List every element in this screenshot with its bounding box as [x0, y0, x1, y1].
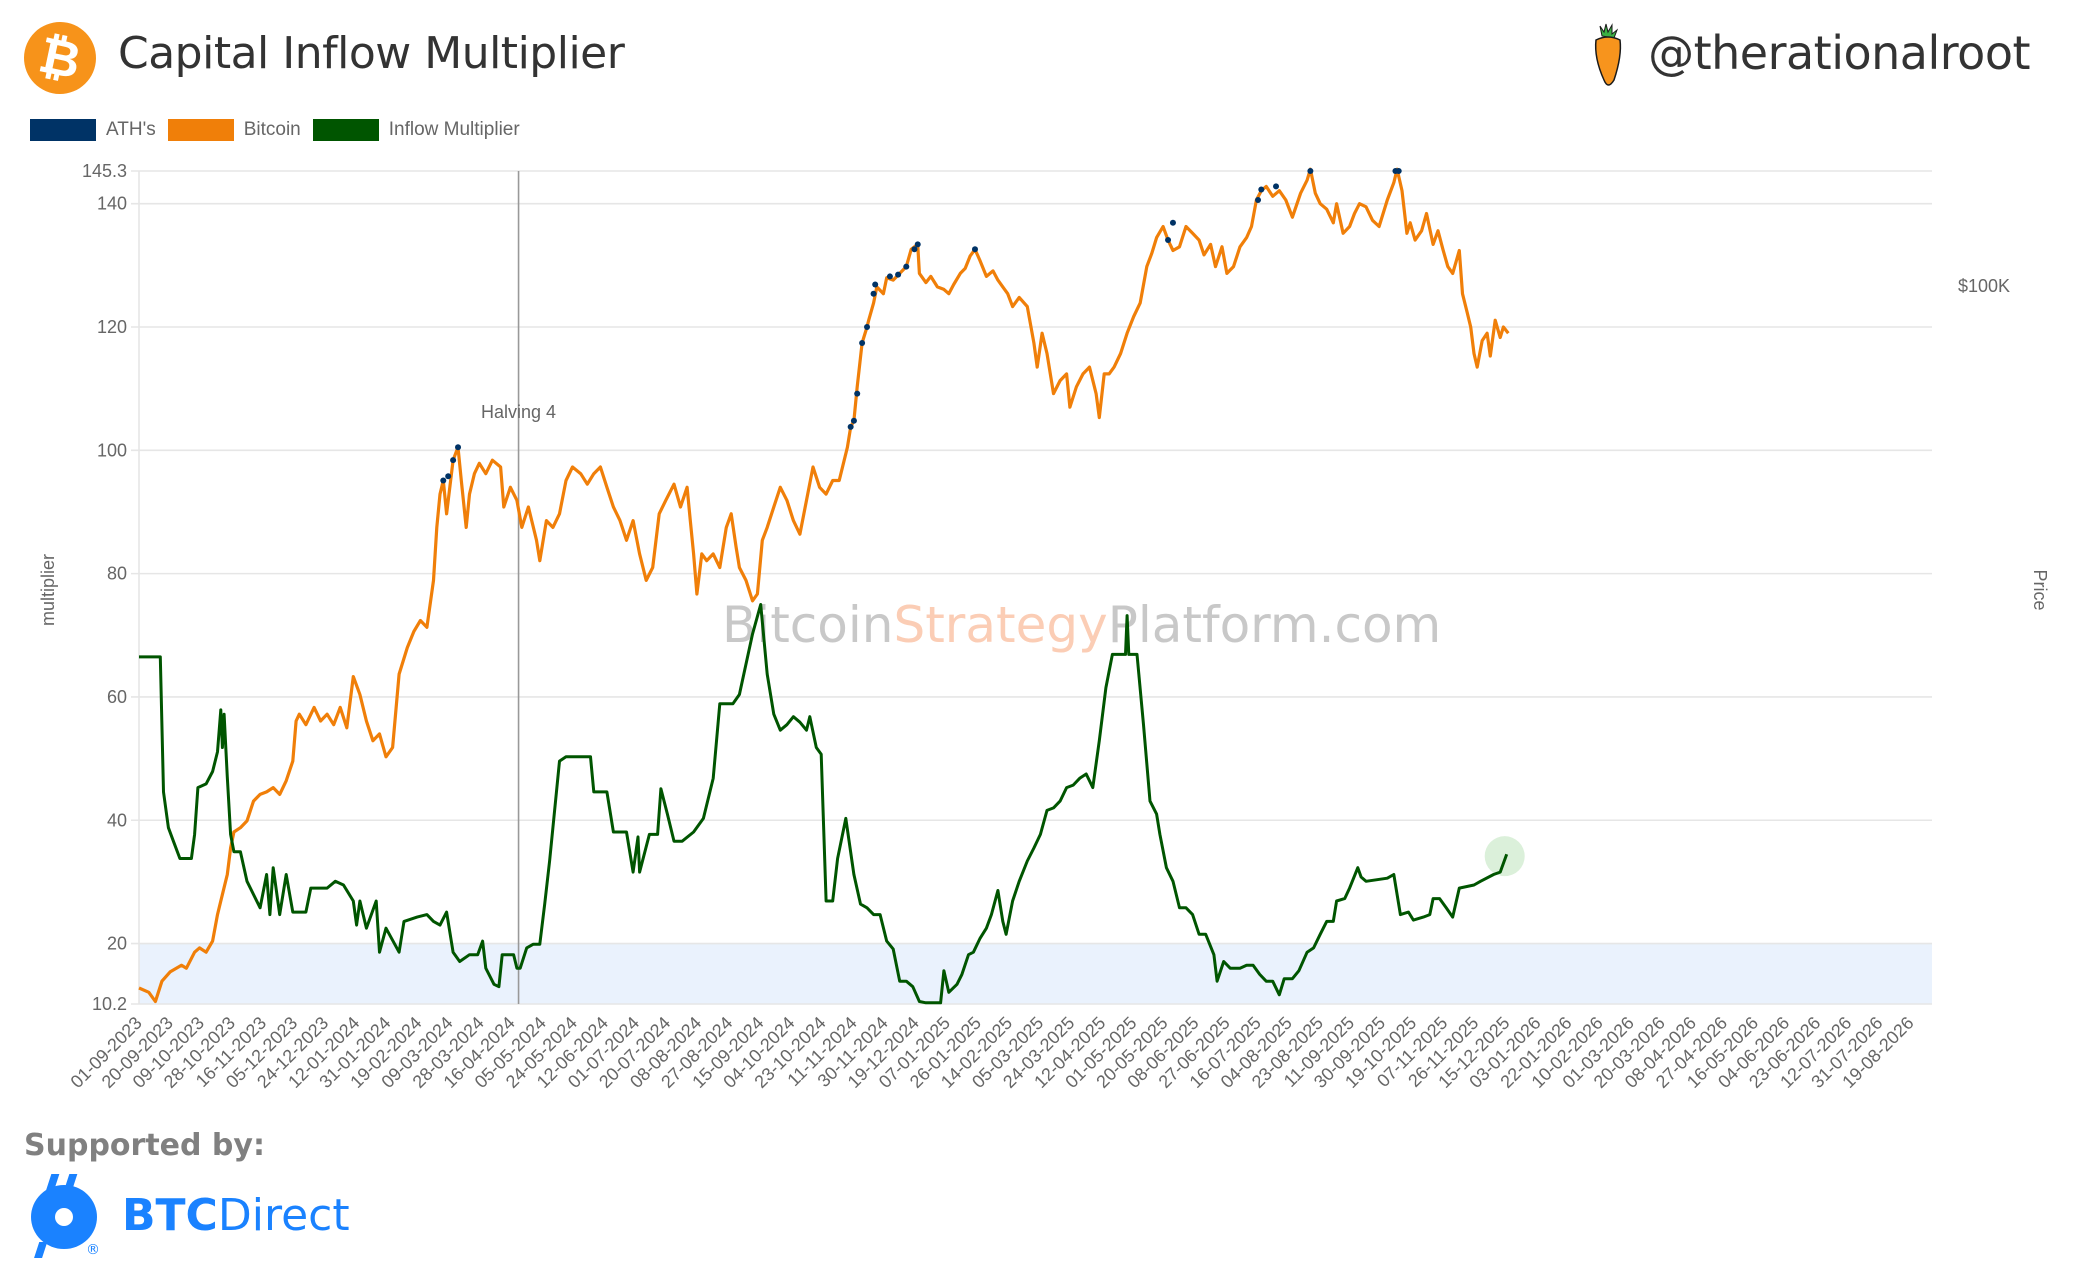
- ath-dot[interactable]: [1395, 168, 1402, 174]
- ath-markers: [440, 168, 1402, 484]
- watermark-part-3: Platform.com: [1108, 596, 1442, 654]
- registered-mark: ®: [86, 1242, 100, 1258]
- btcdirect-light: Direct: [217, 1190, 350, 1241]
- legend-swatch-aths: [30, 119, 96, 141]
- y-tick-label: 80: [107, 564, 127, 584]
- watermark: BitcoinStrategyPlatform.com: [722, 596, 1441, 654]
- legend-item-inflow-multiplier[interactable]: Inflow Multiplier: [312, 119, 520, 141]
- gridlines: [131, 170, 1932, 1005]
- y-axis-label: multiplier: [38, 554, 58, 626]
- watermark-part-2: Strategy: [893, 596, 1107, 654]
- ath-dot[interactable]: [971, 246, 978, 253]
- y-tick-label: 140: [97, 194, 127, 214]
- ath-dot[interactable]: [886, 273, 893, 280]
- y2-axis-label: Price: [2030, 569, 2050, 610]
- ath-dot[interactable]: [1165, 237, 1172, 244]
- legend-item-aths[interactable]: ATH's: [30, 119, 156, 141]
- ath-dot[interactable]: [455, 444, 462, 451]
- ath-dot[interactable]: [914, 241, 921, 248]
- carrot-logo-icon: [1594, 23, 1622, 86]
- ath-dot[interactable]: [1273, 183, 1280, 190]
- low-zone-band: [139, 943, 1932, 1004]
- page-title: Capital Inflow Multiplier: [118, 28, 625, 79]
- legend-label-inflow-multiplier: Inflow Multiplier: [388, 119, 520, 140]
- btcdirect-logo[interactable]: ® BTCDirect: [30, 1172, 350, 1262]
- chart-legend: ATH's Bitcoin Inflow Multiplier: [30, 118, 532, 142]
- bitcoin-price-line[interactable]: [138, 167, 1510, 1004]
- legend-label-bitcoin: Bitcoin: [243, 119, 301, 140]
- header: ₿ Capital Inflow Multiplier @therational…: [0, 0, 2080, 120]
- ath-dot[interactable]: [911, 246, 918, 253]
- y-axis-ticks: 10.2 20 40 60 80 100 120 140 145.3: [82, 161, 127, 1014]
- y2-tick-100k: $100K: [1958, 276, 2010, 296]
- svg-text:BitcoinStrategyPlatform.com: BitcoinStrategyPlatform.com: [722, 596, 1441, 654]
- ath-dot[interactable]: [870, 290, 877, 297]
- ath-dot[interactable]: [864, 323, 871, 330]
- y-tick-label: 120: [97, 317, 127, 337]
- btcdirect-bold: BTC: [122, 1190, 218, 1241]
- ath-dot[interactable]: [872, 281, 879, 288]
- ath-dot[interactable]: [1258, 186, 1265, 193]
- ath-dot[interactable]: [854, 390, 861, 397]
- ath-dot[interactable]: [1255, 196, 1262, 203]
- supported-by-label: Supported by:: [24, 1128, 265, 1163]
- ath-dot[interactable]: [1307, 168, 1314, 174]
- halving-4-label: Halving 4: [481, 402, 556, 422]
- ath-dot[interactable]: [847, 423, 854, 430]
- ath-dot[interactable]: [440, 477, 447, 484]
- ath-dot[interactable]: [903, 263, 910, 270]
- legend-item-bitcoin[interactable]: Bitcoin: [167, 119, 301, 141]
- legend-label-aths: ATH's: [106, 119, 156, 140]
- y-tick-label: 10.2: [92, 994, 127, 1014]
- y-tick-label: 145.3: [82, 161, 127, 181]
- x-axis-ticks: 01-09-202320-09-202309-10-202328-10-2023…: [67, 1013, 1918, 1092]
- legend-swatch-bitcoin: [167, 119, 234, 141]
- y-tick-label: 40: [107, 810, 127, 830]
- y-tick-label: 20: [107, 934, 127, 954]
- ath-dot[interactable]: [859, 340, 866, 347]
- ath-dot[interactable]: [1169, 219, 1176, 226]
- btcdirect-coin-icon: [31, 1174, 97, 1258]
- watermark-part-1: Bitcoin: [722, 596, 893, 654]
- ath-dot[interactable]: [895, 271, 902, 278]
- inflow-multiplier-line[interactable]: [139, 603, 1509, 1005]
- author-handle: @therationalroot: [1648, 26, 2030, 80]
- btcdirect-wordmark: BTCDirect: [122, 1190, 350, 1241]
- ath-dot[interactable]: [445, 473, 452, 480]
- ath-dot[interactable]: [450, 457, 457, 464]
- y-tick-label: 60: [107, 687, 127, 707]
- legend-swatch-inflow-multiplier: [312, 119, 379, 141]
- y-tick-label: 100: [97, 440, 127, 460]
- ath-dot[interactable]: [850, 417, 857, 424]
